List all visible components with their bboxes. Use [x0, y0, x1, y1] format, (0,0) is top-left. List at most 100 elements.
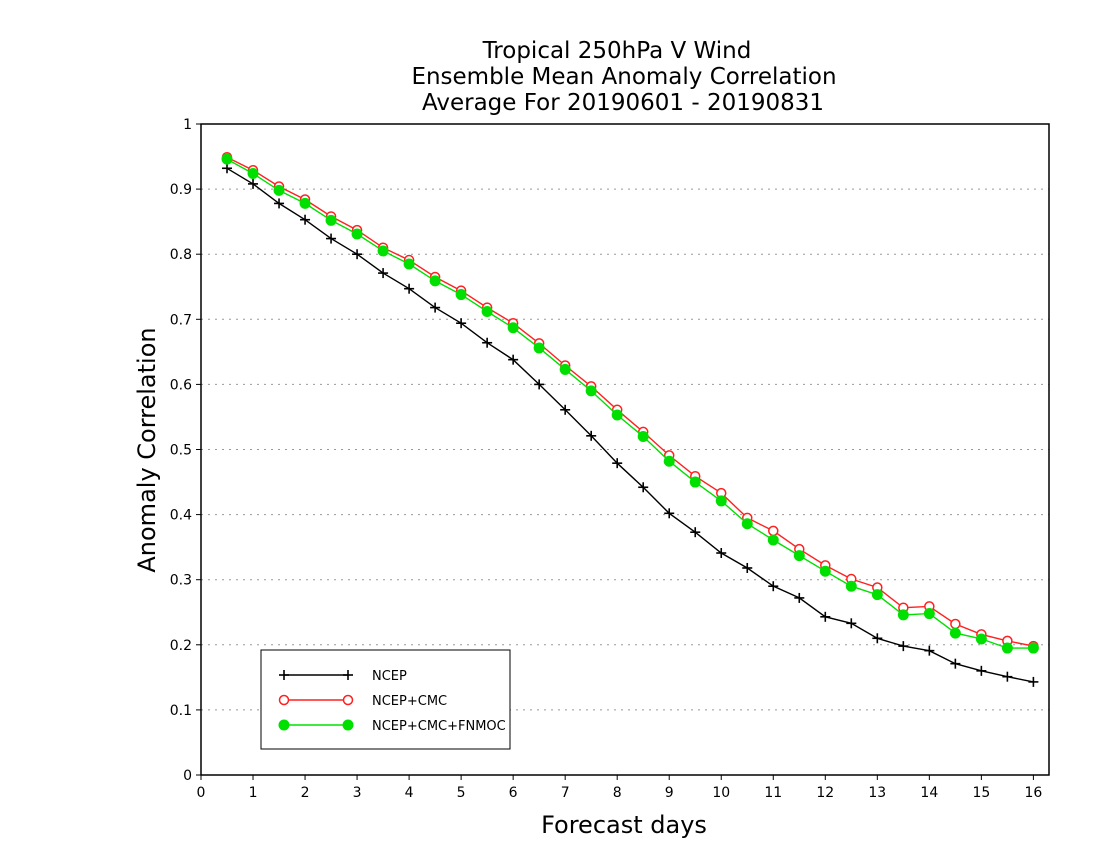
data-point: [898, 641, 909, 652]
y-tick-label: 0.2: [170, 638, 192, 654]
legend: NCEP NCEP+CMC NCEP+CMC+FNMOC: [260, 649, 511, 750]
data-point: [273, 184, 285, 196]
legend-label: NCEP: [372, 669, 407, 684]
series-layer: [221, 151, 1039, 687]
data-point: [819, 565, 831, 577]
data-point: [533, 342, 545, 354]
data-point: [637, 430, 649, 442]
x-tick-label: 1: [249, 785, 258, 801]
series-ncep: [222, 163, 1039, 687]
data-point: [872, 633, 883, 644]
data-point: [846, 618, 857, 629]
data-point: [247, 167, 259, 179]
y-tick-label: 0: [183, 768, 192, 784]
data-point: [559, 363, 571, 375]
x-tick-label: 9: [665, 785, 674, 801]
data-point: [352, 249, 363, 260]
data-point: [716, 548, 727, 559]
data-point: [794, 592, 805, 603]
x-tick-label: 14: [920, 785, 938, 801]
y-tick-label: 1: [183, 117, 192, 133]
data-point: [351, 228, 363, 240]
series-line: [226, 156, 1034, 647]
y-tick-label: 0.7: [170, 312, 192, 328]
legend-label: NCEP+CMC+FNMOC: [372, 719, 506, 734]
data-point: [742, 562, 753, 573]
data-point: [508, 354, 519, 365]
y-tick-label: 0.8: [170, 247, 192, 263]
data-point: [404, 283, 415, 294]
data-point: [534, 379, 545, 390]
legend-marker: [279, 670, 289, 680]
data-point: [455, 289, 467, 301]
data-point: [403, 258, 415, 270]
data-point: [664, 508, 675, 519]
data-point: [560, 404, 571, 415]
data-point: [507, 322, 519, 334]
data-point: [924, 645, 935, 656]
x-tick-label: 10: [712, 785, 730, 801]
legend-marker: [342, 719, 354, 731]
data-point: [950, 618, 961, 630]
data-point: [221, 153, 233, 165]
y-tick-label: 0.3: [170, 573, 192, 589]
data-point: [638, 482, 649, 493]
x-tick-label: 11: [764, 785, 782, 801]
legend-marker: [278, 694, 290, 706]
data-point: [611, 409, 623, 421]
data-point: [793, 550, 805, 562]
data-point: [1028, 676, 1039, 687]
data-point: [1002, 671, 1013, 682]
data-point: [845, 580, 857, 592]
legend-entry: NCEP+CMC+FNMOC: [278, 719, 506, 734]
data-point: [690, 527, 701, 538]
series-ncep-plus-cmc-plus-fnmoc: [221, 153, 1039, 654]
data-point: [377, 245, 389, 257]
data-point: [950, 658, 961, 669]
chart-title-line-1: Tropical 250hPa V Wind: [482, 38, 752, 64]
legend-marker: [342, 694, 354, 706]
data-point: [976, 665, 987, 676]
data-point: [897, 609, 909, 621]
y-axis-label: Anomaly Correlation: [133, 327, 161, 572]
chart-title-line-2: Ensemble Mean Anomaly Correlation: [411, 64, 836, 90]
x-tick-label: 4: [405, 785, 414, 801]
legend-marker: [343, 670, 353, 680]
data-point: [663, 455, 675, 467]
data-point: [715, 495, 727, 507]
data-point: [768, 581, 779, 592]
data-point: [456, 318, 467, 329]
x-tick-label: 5: [457, 785, 466, 801]
data-point: [325, 214, 337, 226]
data-point: [975, 633, 987, 645]
tick-layer: 00.10.20.30.40.50.60.70.80.910 1 2 3 4 5 6 7 8 9 1…: [170, 117, 1043, 801]
data-point: [222, 163, 233, 174]
x-tick-label: 12: [816, 785, 834, 801]
legend-entry: NCEP: [279, 669, 407, 684]
data-point: [378, 268, 389, 279]
data-point: [299, 197, 311, 209]
data-point: [1001, 642, 1013, 654]
x-tick-label: 2: [301, 785, 310, 801]
x-axis-label: Forecast days: [541, 811, 707, 839]
data-point: [768, 525, 779, 537]
y-tick-label: 0.5: [170, 443, 192, 459]
x-tick-label: 13: [868, 785, 886, 801]
data-point: [482, 337, 493, 348]
legend-entries: NCEP NCEP+CMC NCEP+CMC+FNMOC: [278, 669, 506, 734]
data-point: [481, 305, 493, 317]
data-point: [767, 534, 779, 546]
series-line: [226, 167, 1034, 683]
x-tick-label: 15: [972, 785, 990, 801]
legend-entry: NCEP+CMC: [278, 694, 447, 709]
data-point: [274, 198, 285, 209]
data-point: [585, 385, 597, 397]
data-point: [248, 178, 259, 189]
data-point: [741, 518, 753, 530]
data-point: [689, 476, 701, 488]
data-point: [430, 302, 441, 313]
data-point: [923, 608, 935, 620]
x-tick-label: 3: [353, 785, 362, 801]
y-tick-label: 0.1: [170, 703, 192, 719]
